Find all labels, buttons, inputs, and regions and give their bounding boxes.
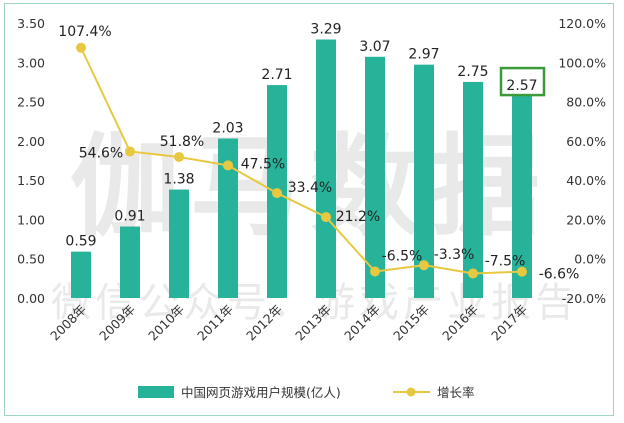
- left-tick-label: 3.50: [17, 16, 45, 31]
- growth-point: [468, 268, 478, 279]
- growth-point: [174, 151, 184, 162]
- bar-value-label: 0.59: [65, 234, 96, 250]
- highlight-box: [499, 66, 546, 97]
- bar: [512, 96, 532, 298]
- left-tick-label: 0.50: [17, 252, 45, 267]
- growth-point: [223, 160, 233, 171]
- left-tick-label: 1.00: [17, 212, 45, 227]
- bar-value-label: 2.71: [261, 67, 292, 83]
- growth-point: [76, 42, 86, 53]
- legend-bar-swatch: [138, 386, 174, 398]
- line-series: 107.4% 54.6% 51.8% 47.5%33.4%21.2% -6.5% -3.3…: [58, 24, 579, 283]
- legend-line-marker: [406, 387, 416, 397]
- bar: [463, 81, 483, 298]
- legend: 中国网页游戏用户规模(亿人) 增长率: [138, 385, 475, 400]
- growth-value-label: 51.8%: [160, 134, 204, 150]
- growth-value-label: 47.5%: [241, 156, 285, 172]
- bar: [316, 39, 336, 298]
- bar-value-label: 2.97: [408, 47, 439, 63]
- growth-value-label: 54.6%: [79, 145, 123, 161]
- right-tick-label: 20.0%: [566, 212, 606, 227]
- growth-point: [370, 266, 380, 277]
- growth-line: [80, 47, 523, 275]
- bar-value-label: 2.57: [506, 78, 537, 94]
- left-tick-label: 2.50: [17, 95, 45, 110]
- left-tick-label: 0.00: [17, 291, 45, 306]
- growth-point: [517, 266, 527, 277]
- right-tick-label: 60.0%: [566, 134, 606, 149]
- growth-point: [419, 260, 429, 271]
- bar-value-label: 2.03: [212, 121, 243, 137]
- bar: [218, 138, 238, 298]
- legend-line-label: 增长率: [437, 385, 475, 400]
- left-axis: 0.00 0.50 1.00 1.50 2.00 2.50 3.00 3.50: [17, 16, 45, 306]
- growth-point: [125, 146, 135, 157]
- bar-value-label: 0.91: [114, 209, 145, 225]
- growth-value-label: 33.4%: [288, 180, 332, 196]
- growth-value-label: -6.6%: [539, 267, 580, 283]
- growth-value-label: -3.3%: [434, 247, 475, 263]
- bar-value-label: 3.29: [310, 22, 341, 38]
- legend-bar-label: 中国网页游戏用户规模(亿人): [181, 385, 341, 400]
- growth-value-label: 107.4%: [58, 24, 111, 40]
- growth-value-label: -6.5%: [382, 248, 423, 264]
- watermark-main: 伽马数据: [70, 123, 550, 251]
- growth-point: [321, 212, 331, 223]
- growth-point: [272, 188, 282, 199]
- growth-value-label: 21.2%: [336, 209, 380, 225]
- growth-value-label: -7.5%: [485, 253, 526, 269]
- right-tick-label: 40.0%: [566, 173, 606, 188]
- right-tick-label: 80.0%: [566, 95, 606, 110]
- bar-value-label: 1.38: [163, 172, 194, 188]
- bar: [365, 56, 385, 299]
- right-axis: -20.0% 0.0% 20.0% 40.0% 60.0% 80.0% 100.0% 120.…: [558, 16, 606, 306]
- right-tick-label: -20.0%: [562, 291, 606, 306]
- bar-value-label: 2.75: [457, 64, 488, 80]
- bar-value-label: 3.07: [359, 39, 390, 55]
- bar: [414, 64, 434, 299]
- left-tick-label: 2.00: [17, 134, 45, 149]
- right-tick-label: 100.0%: [558, 55, 606, 70]
- bar: [71, 251, 91, 298]
- right-tick-label: 0.0%: [574, 252, 606, 267]
- bar: [120, 226, 140, 298]
- left-tick-label: 1.50: [17, 173, 45, 188]
- left-tick-label: 3.00: [17, 55, 45, 70]
- bar: [169, 189, 189, 298]
- right-tick-label: 120.0%: [558, 16, 606, 31]
